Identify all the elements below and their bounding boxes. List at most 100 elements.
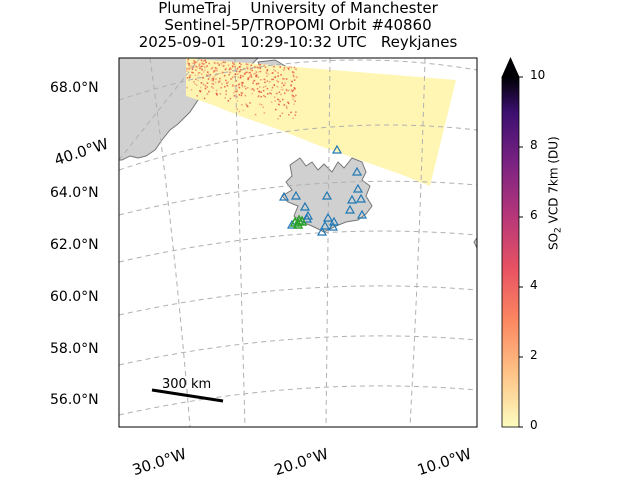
eruption-markers <box>289 214 308 229</box>
swath-pixel <box>197 72 200 74</box>
swath-pixel <box>293 76 295 78</box>
swath-pixel <box>259 67 262 69</box>
swath-pixel <box>186 77 189 79</box>
swath-pixel <box>287 101 289 103</box>
swath-pixel <box>186 86 188 89</box>
swath-pixel <box>266 69 269 71</box>
swath-pixel <box>211 82 213 85</box>
swath-pixel <box>193 66 195 68</box>
swath-pixel <box>241 84 243 86</box>
swath-pixel <box>202 83 205 86</box>
swath-pixel <box>277 98 280 101</box>
swath-pixel <box>258 91 261 93</box>
swath-pixel <box>213 70 216 72</box>
swath-pixel <box>202 63 204 65</box>
swath-pixel <box>252 80 255 83</box>
swath-pixel <box>204 85 207 87</box>
swath-pixel <box>198 63 201 65</box>
swath-pixel <box>247 63 249 66</box>
swath-pixel <box>231 65 234 67</box>
swath-pixel <box>274 70 277 72</box>
swath-pixel <box>280 88 283 91</box>
swath-pixel <box>235 70 238 73</box>
volcano-marker <box>316 226 328 236</box>
swath-pixel <box>200 82 203 84</box>
swath-pixel <box>194 60 196 63</box>
swath-pixel <box>269 81 271 83</box>
swath-pixel <box>283 84 286 86</box>
swath-pixel <box>233 95 236 97</box>
swath-pixel <box>288 66 291 68</box>
swath-pixel <box>283 104 286 106</box>
swath-pixel <box>287 89 290 92</box>
volcano-marker <box>319 220 331 230</box>
swath-pixel <box>200 86 202 89</box>
swath-pixel <box>245 103 247 105</box>
swath-pixel <box>295 94 297 97</box>
swath-pixel <box>226 84 229 87</box>
swath-pixel <box>200 59 203 62</box>
swath-pixel <box>270 101 273 103</box>
swath-pixel <box>252 88 254 90</box>
colorbar <box>501 76 520 428</box>
swath-pixel <box>250 88 252 91</box>
swath-pixel <box>201 73 203 75</box>
swath-pixel <box>195 78 197 81</box>
swath-pixel <box>220 86 222 89</box>
swath-pixel <box>259 86 261 88</box>
swath-pixel <box>293 72 295 74</box>
swath-pixel <box>276 92 278 95</box>
swath-pixel <box>239 76 242 78</box>
swath-pixel <box>247 87 249 89</box>
swath-pixel <box>254 66 257 69</box>
swath-pixel <box>207 71 209 73</box>
swath-pixel <box>208 73 210 75</box>
colorbar-tick-10: 10 <box>530 68 546 82</box>
swath-pixel <box>290 111 292 114</box>
swath-pixel <box>240 63 242 66</box>
swath-pixel <box>277 118 279 120</box>
volcano-marker <box>351 166 363 176</box>
swath-pixel <box>291 94 293 96</box>
swath-pixel <box>218 63 220 65</box>
swath-pixel <box>225 93 227 96</box>
swath-pixel <box>211 66 214 69</box>
swath-pixel <box>258 103 261 105</box>
swath-pixel <box>201 62 203 64</box>
swath-pixel <box>236 68 238 70</box>
swath-pixel <box>258 63 260 66</box>
swath-pixel <box>277 81 279 83</box>
swath-pixel <box>279 100 281 103</box>
swath-pixel <box>236 95 238 98</box>
swath-pixel <box>186 61 189 63</box>
volcano-marker <box>355 193 367 203</box>
swath-pixel <box>196 61 198 63</box>
swath-pixel <box>255 83 258 86</box>
swath-pixel <box>187 62 189 65</box>
swath-pixel <box>288 68 290 71</box>
swath-pixel <box>276 85 279 88</box>
swath-pixel <box>204 59 206 62</box>
swath-pixel <box>195 61 197 64</box>
swath-pixel <box>286 89 288 92</box>
swath-pixel <box>293 87 296 89</box>
swath-pixel <box>263 64 265 67</box>
swath-pixel <box>230 78 232 80</box>
swath-pixel <box>238 110 241 113</box>
swath-pixel <box>245 87 247 90</box>
swath-pixel <box>259 70 262 73</box>
swath-pixel <box>211 86 213 88</box>
swath-pixel <box>292 117 294 119</box>
swath-pixel <box>283 68 285 70</box>
swath-pixel <box>267 73 270 75</box>
scale-bar-label: 300 km <box>162 377 212 392</box>
swath-pixel <box>244 94 247 97</box>
swath-pixel <box>284 92 286 94</box>
swath-pixel <box>193 61 196 64</box>
swath-pixel <box>274 100 276 102</box>
swath-pixel <box>193 63 196 65</box>
colorbar-ticks <box>519 76 523 428</box>
swath-pixel <box>284 82 286 84</box>
swath-pixel <box>205 61 207 64</box>
swath-pixel <box>293 75 295 77</box>
